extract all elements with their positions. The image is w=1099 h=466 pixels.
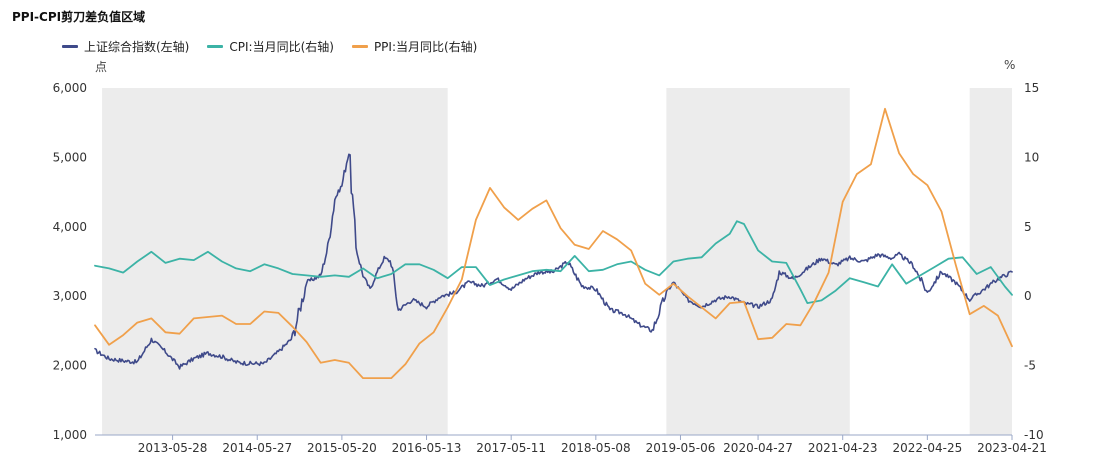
right-axis-unit: % <box>1004 58 1016 72</box>
legend-label-ppi: PPI:当月同比(右轴) <box>373 40 478 54</box>
right-axis-tick-label-1: -5 <box>1024 359 1036 373</box>
left-axis-unit: 点 <box>95 60 108 74</box>
x-axis-tick-label-5: 2018-05-08 <box>561 441 631 455</box>
x-axis-tick-label-8: 2021-04-23 <box>808 441 878 455</box>
legend-item-ppi[interactable]: PPI:当月同比(右轴) <box>351 38 478 55</box>
legend-swatch-ppi <box>351 45 368 48</box>
x-axis-tick-label-9: 2022-04-25 <box>892 441 962 455</box>
legend-swatch-shcomp <box>62 45 78 48</box>
left-axis-tick-label-5: 6,000 <box>53 81 87 95</box>
shaded-region-0 <box>102 88 448 435</box>
x-axis-tick-label-6: 2019-05-06 <box>646 441 716 455</box>
x-axis-tick-label-1: 2014-05-27 <box>222 441 292 455</box>
legend-item-shcomp[interactable]: 上证综合指数(左轴) <box>62 38 189 55</box>
shaded-region-2 <box>969 88 1012 435</box>
legend-swatch-cpi <box>207 45 224 48</box>
series-line-2 <box>94 107 1013 379</box>
left-axis-tick-label-4: 5,000 <box>53 150 87 164</box>
chart-title: PPI-CPI剪刀差负值区域 <box>12 10 146 24</box>
left-axis-tick-label-2: 3,000 <box>53 289 87 303</box>
x-axis-tick-label-4: 2017-05-11 <box>476 441 546 455</box>
shaded-region-1 <box>666 88 850 435</box>
x-axis-tick-label-3: 2016-05-13 <box>392 441 462 455</box>
x-axis-tick-label-7: 2020-04-27 <box>723 441 793 455</box>
x-axis-tick-label-10: 2023-04-21 <box>977 441 1047 455</box>
right-axis-tick-label-0: -10 <box>1024 428 1044 442</box>
x-axis-tick-label-0: 2013-05-28 <box>138 441 208 455</box>
legend: 上证综合指数(左轴) CPI:当月同比(右轴) PPI:当月同比(右轴) <box>62 38 477 55</box>
legend-label-shcomp: 上证综合指数(左轴) <box>84 40 190 54</box>
legend-item-cpi[interactable]: CPI:当月同比(右轴) <box>207 38 334 55</box>
right-axis-tick-label-4: 10 <box>1024 150 1039 164</box>
series-line-0 <box>94 153 1013 370</box>
series-line-1 <box>94 220 1013 304</box>
x-axis-tick-label-2: 2015-05-20 <box>307 441 377 455</box>
left-axis-tick-label-1: 2,000 <box>53 359 87 373</box>
right-axis-tick-label-2: 0 <box>1024 289 1032 303</box>
right-axis-tick-label-3: 5 <box>1024 220 1032 234</box>
right-axis-tick-label-5: 15 <box>1024 81 1039 95</box>
legend-label-cpi: CPI:当月同比(右轴) <box>229 40 334 54</box>
left-axis-tick-label-0: 1,000 <box>53 428 87 442</box>
left-axis-tick-label-3: 4,000 <box>53 220 87 234</box>
